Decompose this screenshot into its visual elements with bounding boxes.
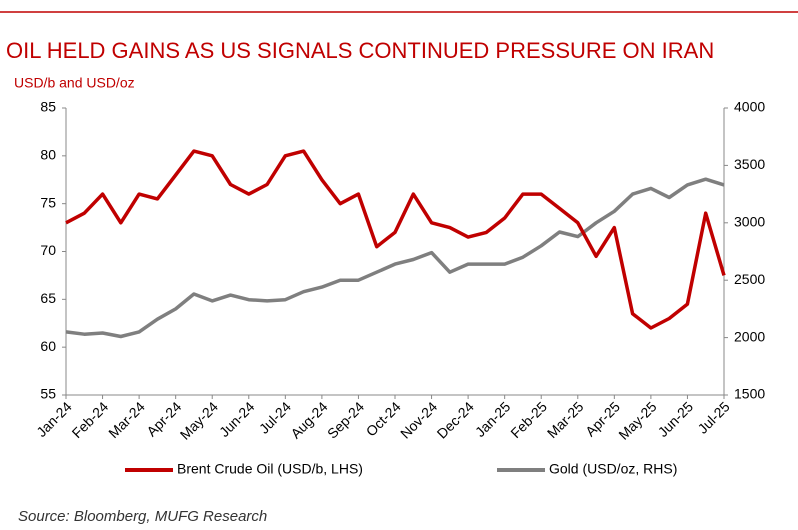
x-tick-label: Sep-24 bbox=[324, 398, 367, 441]
x-tick-label: Aug-24 bbox=[287, 398, 330, 441]
x-tick-label: May-25 bbox=[615, 398, 659, 442]
x-tick-label: Feb-25 bbox=[507, 398, 550, 441]
x-tick-label: Feb-24 bbox=[69, 398, 112, 441]
x-tick-label: May-24 bbox=[177, 398, 221, 442]
y-tick-label: 55 bbox=[40, 386, 56, 402]
source-note: Source: Bloomberg, MUFG Research bbox=[18, 508, 267, 525]
y-tick-label: 85 bbox=[40, 99, 56, 115]
y2-tick-label: 2500 bbox=[734, 271, 765, 287]
y-tick-label: 75 bbox=[40, 194, 56, 210]
x-tick-label: Oct-24 bbox=[363, 398, 404, 439]
x-tick-label: Dec-24 bbox=[434, 398, 477, 441]
y2-tick-label: 4000 bbox=[734, 99, 765, 115]
y2-tick-label: 2000 bbox=[734, 328, 765, 344]
chart-title: OIL HELD GAINS AS US SIGNALS CONTINUED P… bbox=[6, 38, 714, 63]
x-tick-label: Nov-24 bbox=[397, 398, 440, 441]
y-tick-label: 80 bbox=[40, 147, 56, 163]
x-tick-label: Jun-25 bbox=[655, 398, 697, 440]
x-tick-label: Jul-25 bbox=[694, 398, 732, 436]
y-tick-label: 70 bbox=[40, 242, 56, 258]
y2-tick-label: 1500 bbox=[734, 386, 765, 402]
series-line bbox=[65, 149, 726, 330]
x-tick-label: Jun-24 bbox=[216, 398, 258, 440]
x-tick-label: Jan-24 bbox=[33, 398, 75, 440]
y2-tick-label: 3500 bbox=[734, 156, 765, 172]
y-tick-label: 65 bbox=[40, 290, 56, 306]
y-axis-label: USD/b and USD/oz bbox=[14, 75, 135, 91]
x-tick-label: Jan-25 bbox=[472, 398, 514, 440]
x-tick-label: Mar-25 bbox=[544, 398, 587, 441]
series-line bbox=[65, 177, 725, 339]
legend-label: Gold (USD/oz, RHS) bbox=[549, 461, 677, 477]
y2-tick-label: 3000 bbox=[734, 214, 765, 230]
legend-label: Brent Crude Oil (USD/b, LHS) bbox=[177, 461, 363, 477]
y-tick-label: 60 bbox=[40, 338, 56, 354]
x-tick-label: Mar-24 bbox=[105, 398, 148, 441]
